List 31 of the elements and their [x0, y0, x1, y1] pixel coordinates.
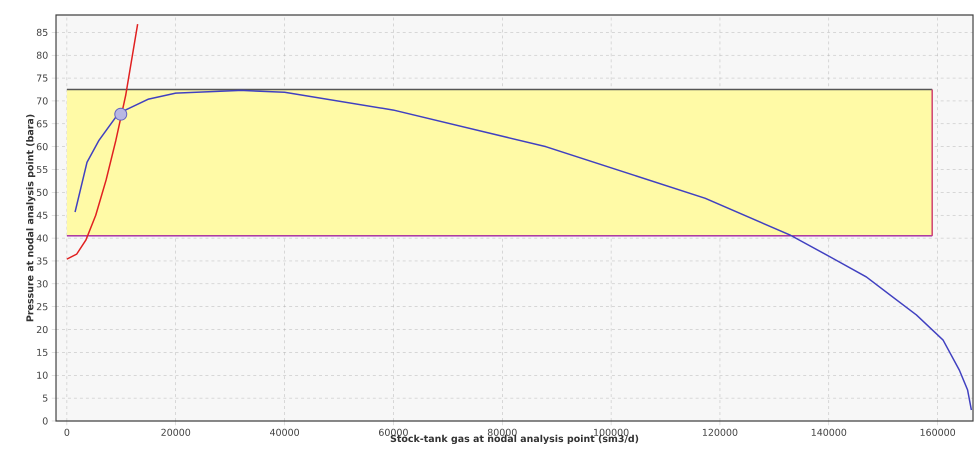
x-tick-label: 140000: [812, 428, 846, 436]
y-tick-label: 75: [36, 74, 48, 82]
x-axis-title: Stock-tank gas at nodal analysis point (sm3/d): [390, 434, 638, 444]
x-tick-label: 60000: [379, 428, 408, 436]
line-series: [66, 23, 138, 260]
y-tick-label: 40: [36, 234, 48, 242]
x-tick-label: 0: [64, 428, 70, 436]
line-series: [74, 90, 972, 411]
y-tick-label: 35: [36, 257, 48, 265]
y-tick-label: 45: [36, 212, 48, 219]
y-tick-label: 5: [42, 394, 48, 402]
y-tick-label: 50: [36, 188, 48, 196]
y-tick-label: 20: [36, 326, 48, 334]
y-tick-label: 0: [42, 417, 48, 425]
x-tick-label: 80000: [488, 428, 517, 436]
y-tick-label: 80: [36, 52, 48, 59]
x-tick-label: 40000: [270, 428, 299, 436]
x-tick-label: 160000: [920, 428, 956, 436]
y-tick-label: 85: [36, 28, 48, 36]
y-tick-label: 10: [37, 372, 48, 379]
y-tick-label: 15: [37, 348, 48, 356]
y-tick-label: 70: [36, 97, 48, 105]
x-tick-label: 20000: [161, 428, 190, 436]
y-tick-label: 55: [36, 166, 48, 174]
y-tick-label: 30: [36, 280, 48, 288]
y-tick-label: 25: [36, 303, 48, 310]
y-tick-label: 60: [36, 143, 48, 150]
y-tick-label: 65: [36, 120, 48, 128]
x-tick-label: 100000: [594, 428, 629, 436]
y-axis-title: Pressure at nodal analysis point (bara): [26, 114, 36, 322]
x-tick-label: 120000: [702, 428, 738, 436]
